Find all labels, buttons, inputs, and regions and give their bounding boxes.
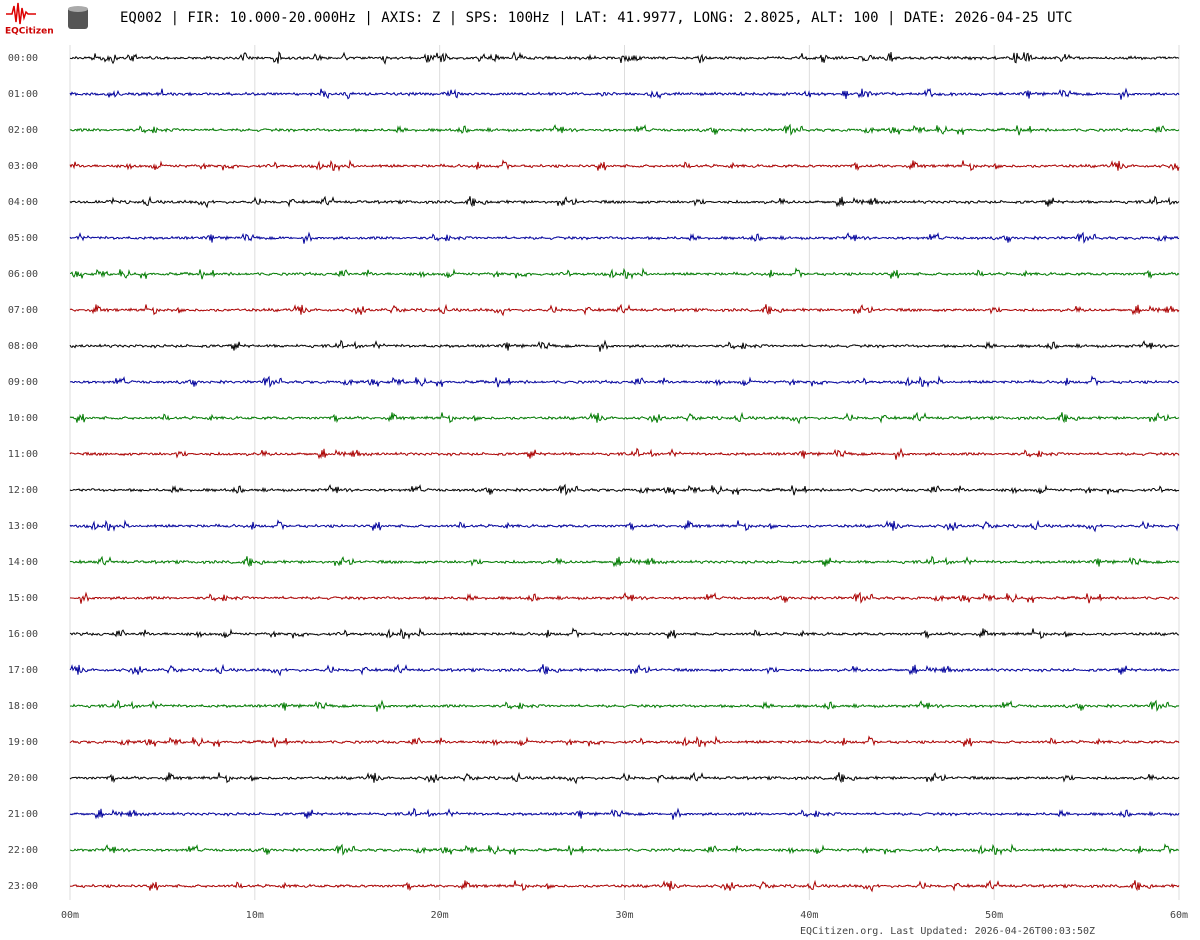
trace — [69, 375, 1180, 388]
row-label: 23:00 — [8, 881, 38, 892]
trace — [69, 699, 1180, 712]
row-label: 22:00 — [8, 845, 38, 856]
trace — [69, 411, 1180, 425]
row-label: 12:00 — [8, 485, 38, 496]
trace — [69, 519, 1180, 533]
footer: EQCitizen.org. Last Updated: 2026-04-26T… — [800, 926, 1095, 937]
row-label: 02:00 — [8, 125, 38, 136]
x-tick-label: 10m — [246, 910, 264, 921]
trace — [69, 735, 1180, 748]
row-label: 19:00 — [8, 737, 38, 748]
logo-text: EQCitizen — [5, 27, 54, 37]
row-label: 17:00 — [8, 665, 38, 676]
trace — [69, 627, 1179, 640]
trace — [69, 879, 1180, 893]
row-label: 15:00 — [8, 593, 38, 604]
logo: EQCitizen — [5, 2, 88, 37]
trace — [69, 771, 1180, 785]
row-label: 09:00 — [8, 377, 38, 388]
trace — [69, 231, 1180, 244]
trace — [69, 51, 1180, 65]
chart-title: EQ002 | FIR: 10.000-20.000Hz | AXIS: Z |… — [120, 10, 1072, 26]
x-tick-label: 40m — [800, 910, 818, 921]
row-label: 00:00 — [8, 53, 38, 64]
trace — [70, 267, 1180, 280]
logo-icon — [6, 2, 36, 25]
row-label: 21:00 — [8, 809, 38, 820]
x-tick-label: 30m — [615, 910, 633, 921]
x-tick-label: 20m — [431, 910, 449, 921]
row-label: 01:00 — [8, 89, 38, 100]
trace — [69, 159, 1180, 172]
row-label: 06:00 — [8, 269, 38, 280]
row-label: 20:00 — [8, 773, 38, 784]
x-tick-label: 00m — [61, 910, 79, 921]
row-label: 04:00 — [8, 197, 38, 208]
trace — [69, 87, 1180, 100]
sensor-icon-top — [68, 6, 88, 12]
sensor-icon — [68, 7, 88, 29]
trace — [69, 195, 1180, 209]
trace — [69, 339, 1180, 352]
trace — [69, 663, 1180, 677]
trace — [69, 591, 1180, 604]
row-label: 08:00 — [8, 341, 38, 352]
x-tick-label: 60m — [1170, 910, 1188, 921]
trace — [69, 123, 1180, 136]
row-label: 05:00 — [8, 233, 38, 244]
row-label: 16:00 — [8, 629, 38, 640]
trace — [69, 807, 1180, 820]
x-tick-label: 50m — [985, 910, 1003, 921]
row-label: 13:00 — [8, 521, 38, 532]
row-label: 14:00 — [8, 557, 38, 568]
trace — [69, 555, 1180, 568]
trace — [69, 447, 1180, 460]
trace — [69, 483, 1180, 496]
row-label: 18:00 — [8, 701, 38, 712]
row-label: 07:00 — [8, 305, 38, 316]
trace — [69, 303, 1180, 317]
row-label: 03:00 — [8, 161, 38, 172]
row-label: 11:00 — [8, 449, 38, 460]
row-label: 10:00 — [8, 413, 38, 424]
trace — [69, 843, 1180, 856]
